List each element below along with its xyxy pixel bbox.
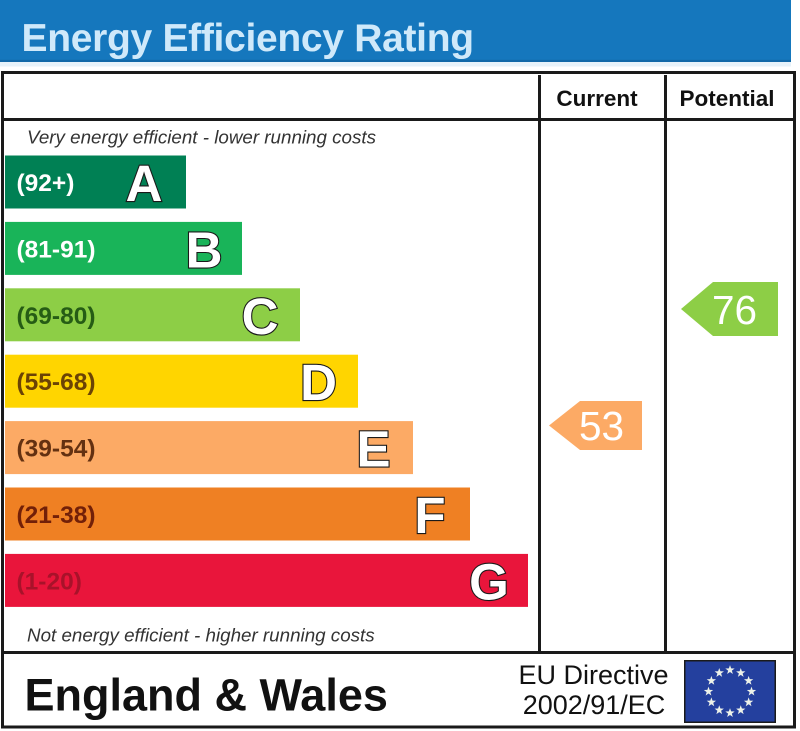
svg-text:B: B (186, 221, 223, 278)
svg-text:Energy Efficiency Rating: Energy Efficiency Rating (22, 17, 474, 60)
svg-text:EU Directive: EU Directive (518, 660, 668, 690)
svg-text:G: G (469, 553, 509, 610)
svg-text:England & Wales: England & Wales (25, 670, 388, 721)
svg-text:C: C (242, 288, 279, 345)
svg-text:D: D (300, 354, 337, 411)
svg-text:(92+): (92+) (17, 170, 75, 197)
svg-text:Current: Current (556, 86, 638, 111)
svg-text:(21-38): (21-38) (17, 502, 96, 529)
svg-text:2002/91/EC: 2002/91/EC (523, 690, 666, 720)
svg-text:76: 76 (712, 287, 757, 333)
svg-text:(39-54): (39-54) (17, 436, 96, 463)
svg-text:(81-91): (81-91) (17, 236, 96, 263)
svg-text:E: E (356, 421, 390, 478)
svg-text:F: F (414, 487, 445, 544)
svg-text:(1-20): (1-20) (17, 568, 82, 595)
svg-text:(69-80): (69-80) (17, 303, 96, 330)
svg-text:53: 53 (579, 403, 624, 449)
svg-text:(55-68): (55-68) (17, 369, 96, 396)
svg-text:Potential: Potential (679, 86, 774, 111)
svg-text:A: A (126, 155, 163, 212)
svg-text:Very energy efficient - lower: Very energy efficient - lower running co… (27, 127, 376, 148)
svg-text:Not energy efficient - higher: Not energy efficient - higher running co… (27, 625, 375, 646)
